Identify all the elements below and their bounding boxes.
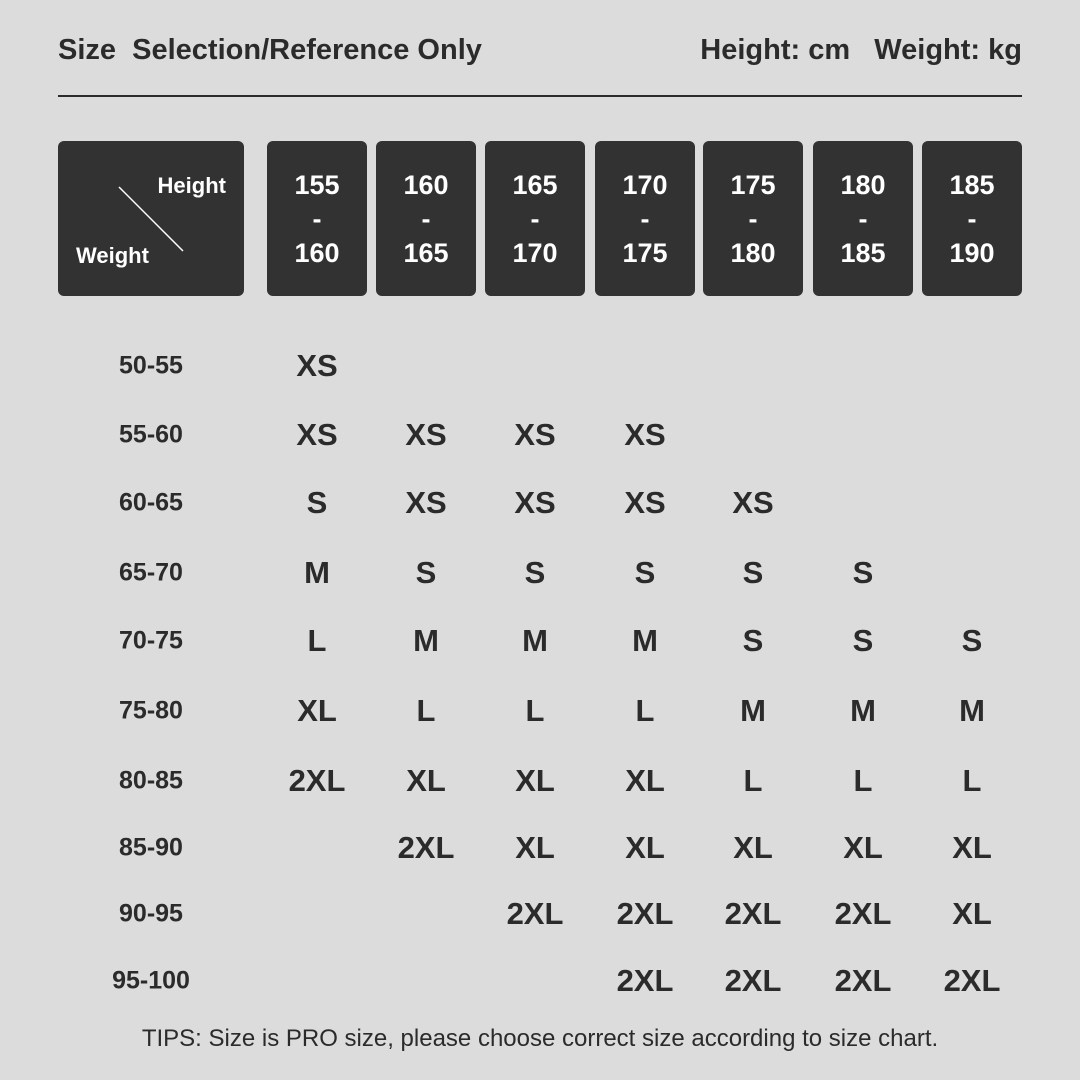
size-cell: 2XL xyxy=(397,830,455,865)
size-cell: S xyxy=(742,623,764,658)
size-cell: M xyxy=(850,693,876,728)
size-cell: L xyxy=(525,693,545,728)
size-cell: XL xyxy=(625,830,665,865)
height-column-header: 155-160 xyxy=(267,141,367,296)
size-cell: M xyxy=(632,623,658,658)
size-cell: XL xyxy=(952,830,992,865)
weight-row-label: 50-55 xyxy=(119,351,183,380)
range-dash: - xyxy=(748,203,758,234)
size-cell: 2XL xyxy=(943,963,1001,998)
height-column-header: 160-165 xyxy=(376,141,476,296)
size-cell: XL xyxy=(952,896,992,931)
size-cell: XS xyxy=(624,417,666,452)
tips-text: TIPS: Size is PRO size, please choose co… xyxy=(141,1025,939,1052)
size-cell: L xyxy=(416,693,436,728)
height-min: 170 xyxy=(622,169,668,200)
height-max: 165 xyxy=(403,237,449,268)
height-max: 185 xyxy=(840,237,886,268)
size-cell: S xyxy=(961,623,983,658)
size-cell: S xyxy=(634,555,656,590)
size-cell: L xyxy=(962,763,982,798)
size-cell: M xyxy=(413,623,439,658)
size-cell: XL xyxy=(515,763,555,798)
range-dash: - xyxy=(421,203,431,234)
size-cell: S xyxy=(306,485,328,520)
page-title: Size Selection/Reference Only xyxy=(58,34,482,66)
diagonal-line-icon xyxy=(118,186,184,252)
size-cell: XS xyxy=(405,417,447,452)
size-cell: 2XL xyxy=(724,963,782,998)
size-cell: XL xyxy=(297,693,337,728)
size-cell: XS xyxy=(296,417,338,452)
weight-row-label: 60-65 xyxy=(119,488,183,517)
size-cell: XS xyxy=(732,485,774,520)
size-cell: M xyxy=(959,693,985,728)
size-cell: 2XL xyxy=(724,896,782,931)
units-label: Height: cm Weight: kg xyxy=(700,34,1022,66)
height-min: 160 xyxy=(403,169,449,200)
size-cell: 2XL xyxy=(506,896,564,931)
size-cell: S xyxy=(415,555,437,590)
range-dash: - xyxy=(312,203,322,234)
height-axis-label: Height xyxy=(157,173,226,198)
size-cell: L xyxy=(853,763,873,798)
size-cell: L xyxy=(307,623,327,658)
weight-row-label: 70-75 xyxy=(119,626,183,655)
size-cell: XL xyxy=(733,830,773,865)
height-max: 170 xyxy=(512,237,558,268)
size-cell: L xyxy=(743,763,763,798)
height-max: 190 xyxy=(949,237,995,268)
size-cell: 2XL xyxy=(288,763,346,798)
height-max: 175 xyxy=(622,237,668,268)
size-cell: XL xyxy=(406,763,446,798)
size-cell: S xyxy=(742,555,764,590)
size-cell: 2XL xyxy=(616,963,674,998)
height-column-header: 170-175 xyxy=(595,141,695,296)
divider xyxy=(58,95,1022,97)
size-cell: XL xyxy=(625,763,665,798)
size-cell: XL xyxy=(843,830,883,865)
size-cell: XS xyxy=(296,348,338,383)
height-min: 185 xyxy=(949,169,995,200)
height-column-header: 175-180 xyxy=(703,141,803,296)
size-cell: XS xyxy=(624,485,666,520)
height-min: 165 xyxy=(512,169,558,200)
size-cell: XS xyxy=(514,485,556,520)
weight-row-label: 55-60 xyxy=(119,420,183,449)
height-column-header: 185-190 xyxy=(922,141,1022,296)
size-cell: S xyxy=(852,623,874,658)
size-cell: M xyxy=(304,555,330,590)
height-max: 160 xyxy=(294,237,340,268)
height-column-header: 165-170 xyxy=(485,141,585,296)
height-min: 155 xyxy=(294,169,340,200)
corner-header: Height Weight xyxy=(58,141,244,296)
size-cell: M xyxy=(522,623,548,658)
range-dash: - xyxy=(640,203,650,234)
size-cell: L xyxy=(635,693,655,728)
weight-row-label: 65-70 xyxy=(119,558,183,587)
size-cell: 2XL xyxy=(616,896,674,931)
range-dash: - xyxy=(530,203,540,234)
size-cell: M xyxy=(740,693,766,728)
height-min: 180 xyxy=(840,169,886,200)
size-cell: 2XL xyxy=(834,963,892,998)
range-dash: - xyxy=(858,203,868,234)
weight-row-label: 85-90 xyxy=(119,833,183,862)
weight-row-label: 80-85 xyxy=(119,766,183,795)
height-min: 175 xyxy=(730,169,776,200)
size-cell: 2XL xyxy=(834,896,892,931)
size-cell: S xyxy=(524,555,546,590)
range-dash: - xyxy=(967,203,977,234)
height-max: 180 xyxy=(730,237,776,268)
size-cell: XS xyxy=(514,417,556,452)
weight-row-label: 90-95 xyxy=(119,899,183,928)
size-cell: XL xyxy=(515,830,555,865)
weight-row-label: 75-80 xyxy=(119,696,183,725)
height-column-header: 180-185 xyxy=(813,141,913,296)
weight-row-label: 95-100 xyxy=(112,966,190,995)
weight-axis-label: Weight xyxy=(76,243,149,268)
size-cell: XS xyxy=(405,485,447,520)
size-cell: S xyxy=(852,555,874,590)
